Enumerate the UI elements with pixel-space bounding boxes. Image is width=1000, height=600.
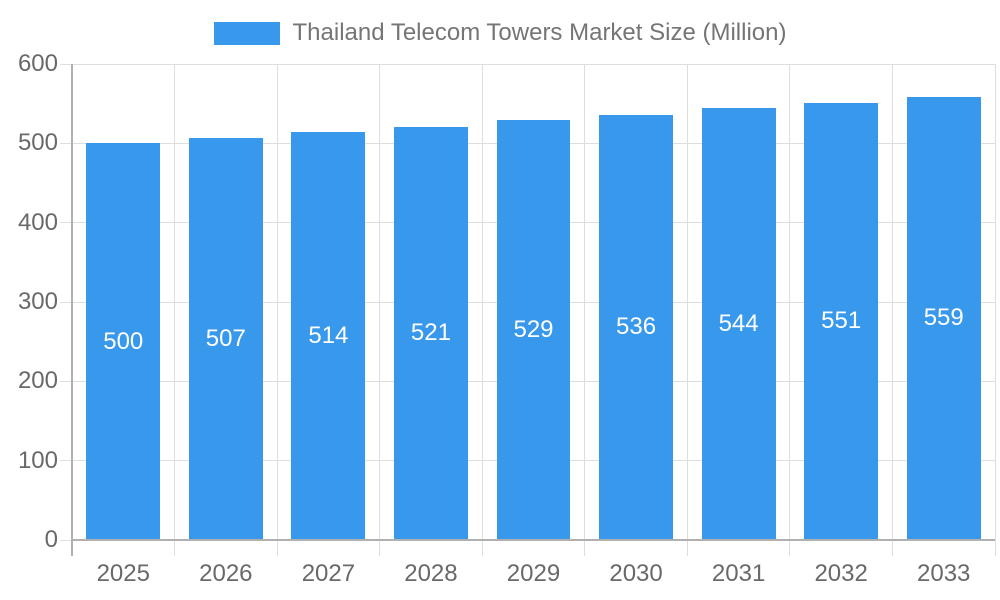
x-axis-tick-label: 2026 xyxy=(199,560,253,587)
bar[interactable]: 529 xyxy=(496,120,571,540)
bar-value-label: 536 xyxy=(616,313,657,341)
x-axis-tick-label: 2031 xyxy=(711,560,766,587)
bar-value-label: 559 xyxy=(923,304,964,332)
bar[interactable]: 507 xyxy=(188,137,263,540)
x-axis-tick-label: 2027 xyxy=(301,560,356,587)
x-axis-tick-label: 2028 xyxy=(404,560,458,587)
y-axis-tick-label: 200 xyxy=(17,367,58,395)
bar[interactable]: 551 xyxy=(804,102,879,540)
x-gridline xyxy=(481,64,483,556)
x-axis-tick-label: 2033 xyxy=(917,560,971,587)
x-gridline xyxy=(994,64,996,556)
x-gridline xyxy=(379,64,381,556)
y-axis-tick-label: 400 xyxy=(17,208,58,236)
chart-title: Thailand Telecom Towers Market Size (Mil… xyxy=(292,19,787,46)
y-axis-tick-label: 300 xyxy=(17,288,58,315)
y-gridline xyxy=(60,63,995,65)
x-gridline xyxy=(891,64,893,556)
y-axis-tick-label: 0 xyxy=(44,526,58,553)
bar[interactable]: 500 xyxy=(86,143,161,540)
bar[interactable]: 559 xyxy=(906,96,981,540)
bar[interactable]: 544 xyxy=(701,108,776,540)
x-axis-line xyxy=(71,539,995,541)
bar[interactable]: 514 xyxy=(291,132,366,540)
bar-value-label: 521 xyxy=(410,319,451,347)
bar-value-label: 500 xyxy=(103,327,144,355)
x-axis-tick-label: 2032 xyxy=(814,560,868,587)
x-axis-tick-label: 2030 xyxy=(609,560,663,587)
x-gridline xyxy=(276,64,278,556)
bar-value-label: 529 xyxy=(513,316,554,344)
legend-swatch xyxy=(213,21,280,45)
x-gridline xyxy=(174,64,176,556)
bar[interactable]: 521 xyxy=(394,126,468,540)
bar-value-label: 507 xyxy=(205,324,246,352)
legend-item[interactable]: Thailand Telecom Towers Market Size (Mil… xyxy=(213,19,787,47)
plot-area: 0 100 200 300 400 500 600 2025 2026 2027 2028 2029 2… xyxy=(18,50,996,587)
bar[interactable]: 536 xyxy=(599,114,673,540)
bar-value-label: 514 xyxy=(308,322,349,350)
y-axis-tick-label: 100 xyxy=(17,446,58,474)
legend: Thailand Telecom Towers Market Size (Mil… xyxy=(0,19,1000,47)
x-gridline xyxy=(789,64,791,556)
y-axis-tick-label: 600 xyxy=(17,50,58,77)
bar-value-label: 544 xyxy=(718,310,759,338)
x-axis-tick-label: 2025 xyxy=(96,560,150,587)
x-gridline xyxy=(686,64,688,556)
y-axis-line xyxy=(71,64,73,556)
x-axis-tick-label: 2029 xyxy=(506,560,561,587)
x-gridline xyxy=(584,64,586,556)
y-axis-tick-label: 500 xyxy=(17,129,58,157)
bar-value-label: 551 xyxy=(821,307,862,335)
